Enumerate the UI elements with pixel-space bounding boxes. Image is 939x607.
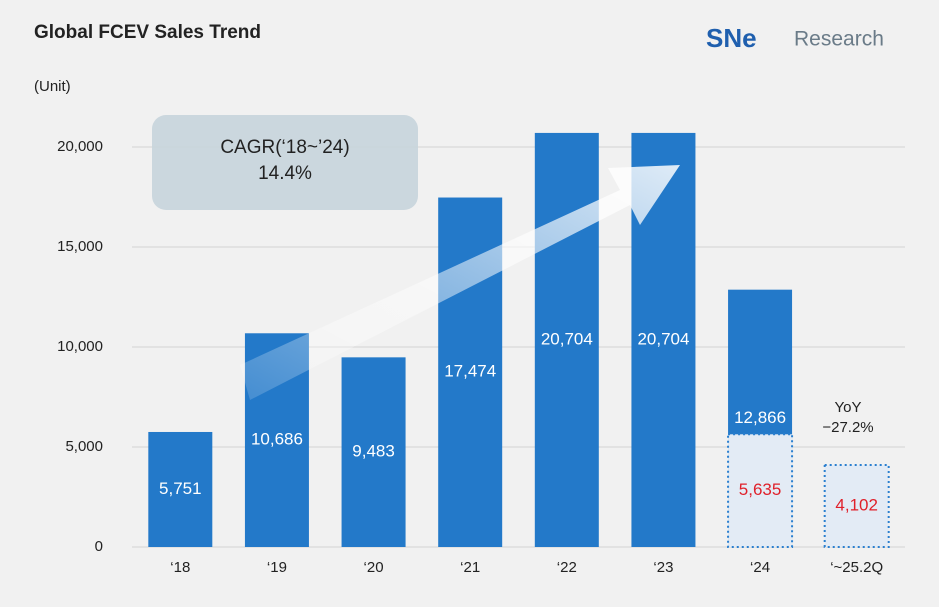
value-label: 4,102 (835, 495, 878, 514)
y-tick-label: 5,000 (65, 438, 103, 455)
value-label: 10,686 (251, 430, 303, 449)
partial-bar (727, 433, 794, 548)
x-tick-label: ‘23 (653, 559, 673, 576)
y-tick-label: 10,000 (57, 338, 103, 355)
x-tick-label: ‘~25.2Q (830, 559, 883, 576)
x-tick-label: ‘20 (364, 559, 384, 576)
x-tick-label: ‘21 (460, 559, 480, 576)
y-tick-label: 15,000 (57, 238, 103, 255)
cagr-box (152, 115, 418, 210)
value-label: 17,474 (444, 362, 496, 381)
x-tick-label: ‘24 (750, 559, 770, 576)
x-tick-label: ‘22 (557, 559, 577, 576)
chart-title: Global FCEV Sales Trend (34, 22, 261, 43)
x-tick-label: ‘18 (170, 559, 190, 576)
value-label: 20,704 (637, 329, 689, 348)
cagr-value: 14.4% (258, 163, 312, 184)
y-tick-label: 20,000 (57, 138, 103, 155)
yoy-value: −27.2% (822, 419, 873, 436)
bars (148, 132, 890, 548)
cagr-title: CAGR(‘18~’24) (220, 137, 349, 158)
yoy-title: YoY (835, 399, 862, 416)
logo-suffix: Research (794, 28, 884, 51)
bar (341, 357, 406, 547)
unit-label: (Unit) (34, 78, 71, 95)
value-label: 9,483 (352, 442, 395, 461)
x-tick-label: ‘19 (267, 559, 287, 576)
value-label: 5,751 (159, 479, 202, 498)
value-label: 5,635 (739, 480, 782, 499)
value-label: 20,704 (541, 329, 593, 348)
partial-bar (823, 463, 890, 548)
bar (534, 132, 599, 548)
labels: ‘18 ‘19 ‘20 ‘21 ‘22 ‘23 ‘24 ‘~25.2Q 5,751 10,686 9… (159, 329, 883, 576)
trend-arrow (240, 165, 680, 400)
y-tick-label: 0 (95, 538, 103, 555)
bar (148, 431, 213, 547)
logo-brand: SNe (706, 23, 757, 53)
value-label: 12,866 (734, 408, 786, 427)
